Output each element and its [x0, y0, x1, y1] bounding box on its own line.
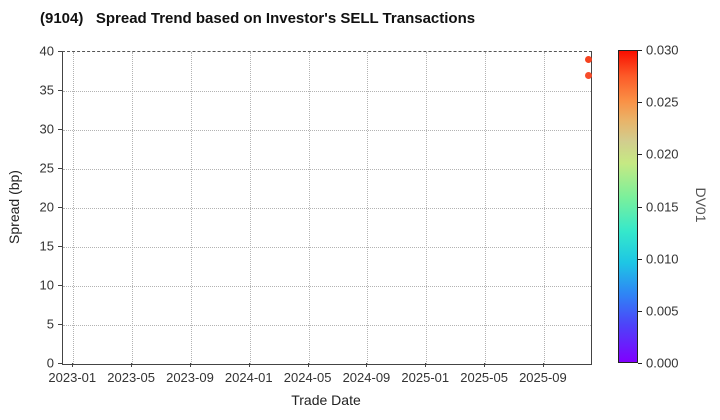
x-tick-mark — [484, 363, 486, 367]
y-tick-label: 40 — [39, 43, 54, 59]
colorbar-tick-mark — [638, 363, 642, 364]
y-gridline — [63, 325, 591, 326]
y-tick-mark — [58, 363, 62, 364]
x-gridline — [190, 52, 192, 364]
x-tick-label: 2025-09 — [519, 370, 567, 385]
y-tick-mark — [58, 285, 62, 286]
y-axis-label: Spread (bp) — [6, 170, 22, 244]
colorbar-tick-label: 0.000 — [646, 355, 679, 371]
x-tick-mark — [72, 363, 74, 367]
chart-title: (9104) Spread Trend based on Investor's … — [40, 10, 476, 27]
y-tick-mark — [58, 51, 62, 52]
y-gridline — [63, 247, 591, 248]
y-tick-label: 30 — [39, 121, 54, 137]
colorbar-tick-mark — [638, 206, 642, 208]
colorbar-label: DV01 — [693, 187, 709, 223]
x-tick-mark — [307, 363, 309, 367]
x-tick-mark — [248, 363, 250, 367]
colorbar-tick-label: 0.015 — [646, 199, 679, 214]
x-tick-label: 2023-05 — [107, 370, 155, 385]
y-tick-label: 10 — [39, 277, 54, 293]
y-gridline — [63, 130, 591, 131]
x-tick-mark — [131, 363, 133, 367]
colorbar-tick-mark — [638, 310, 642, 312]
y-tick-mark — [58, 90, 62, 91]
x-tick-label: 2023-09 — [166, 370, 214, 385]
x-gridline — [308, 52, 310, 364]
y-tick-label: 15 — [39, 238, 54, 254]
colorbar-gradient — [618, 50, 638, 363]
colorbar-tick-label: 0.025 — [646, 94, 679, 110]
colorbar-tick-label: 0.010 — [646, 251, 679, 267]
x-gridline — [543, 52, 545, 364]
x-tick-mark — [189, 363, 191, 367]
y-tick-mark — [58, 207, 62, 208]
x-tick-label: 2024-09 — [342, 370, 391, 385]
plot-area — [62, 51, 592, 365]
y-gridline — [63, 208, 591, 209]
x-tick-label: 2025-01 — [401, 370, 450, 385]
x-gridline — [132, 52, 134, 364]
y-tick-mark — [58, 129, 62, 130]
scatter-point — [584, 56, 592, 64]
x-tick-mark — [366, 363, 368, 367]
x-gridline — [249, 52, 251, 364]
y-tick-mark — [58, 246, 62, 247]
y-gridline — [63, 286, 591, 287]
colorbar-tick-mark — [638, 50, 642, 51]
y-tick-label: 20 — [39, 199, 54, 215]
x-tick-mark — [425, 363, 427, 367]
x-gridline — [73, 52, 75, 364]
colorbar-tick-mark — [638, 102, 642, 104]
colorbar-tick-mark — [638, 258, 642, 260]
y-tick-label: 0 — [46, 355, 54, 371]
y-gridline — [63, 169, 591, 170]
x-gridline — [485, 52, 487, 364]
x-axis-label: Trade Date — [291, 392, 361, 408]
y-tick-label: 25 — [39, 160, 54, 176]
x-tick-label: 2023-01 — [48, 370, 97, 385]
colorbar-tick-label: 0.030 — [646, 42, 679, 58]
x-gridline — [426, 52, 428, 364]
y-gridline — [63, 91, 591, 92]
x-gridline — [367, 52, 369, 364]
colorbar-tick-label: 0.020 — [646, 146, 679, 162]
y-tick-mark — [58, 324, 62, 325]
x-tick-label: 2024-05 — [283, 370, 332, 385]
y-tick-label: 35 — [39, 82, 54, 98]
x-tick-mark — [542, 363, 544, 367]
colorbar-tick-mark — [638, 154, 642, 156]
colorbar-tick-label: 0.005 — [646, 303, 679, 319]
y-tick-label: 5 — [46, 316, 54, 332]
scatter-point — [584, 71, 592, 79]
x-tick-label: 2025-05 — [460, 370, 508, 385]
y-tick-mark — [58, 168, 62, 169]
x-tick-label: 2024-01 — [224, 370, 273, 385]
